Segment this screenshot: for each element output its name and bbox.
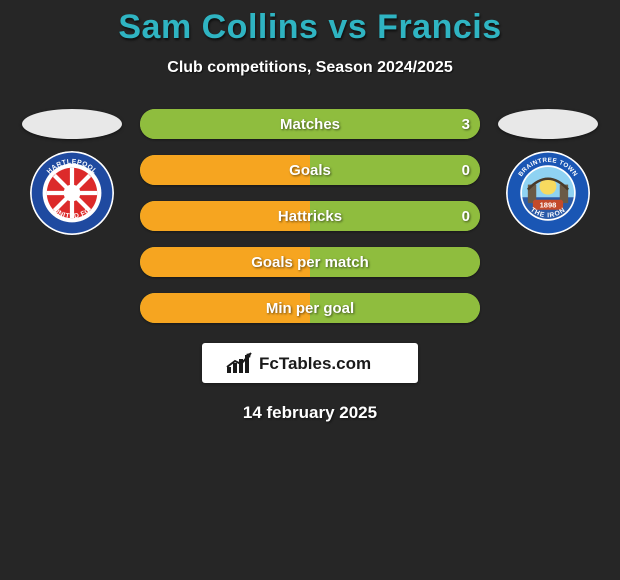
hartlepool-united-crest: HARTLEPOOL UNITED FC xyxy=(30,151,114,235)
stat-bar: Matches 3 xyxy=(140,109,480,139)
main-row: HARTLEPOOL UNITED FC Matches3Goals0Hattr… xyxy=(0,109,620,323)
bar-label: Hattricks xyxy=(278,208,342,225)
bar-label: Matches xyxy=(280,116,340,133)
bar-value-right: 0 xyxy=(462,162,470,179)
bar-label: Goals per match xyxy=(251,254,369,271)
right-player-ellipse xyxy=(498,109,598,139)
stat-bar: Min per goal xyxy=(140,293,480,323)
bar-fill-right xyxy=(310,155,480,185)
svg-text:1898: 1898 xyxy=(540,200,557,209)
braintree-town-crest: 1898 BRAINTREE TOWN THE IRON xyxy=(506,151,590,235)
date-text: 14 february 2025 xyxy=(0,403,620,423)
bar-label: Goals xyxy=(289,162,331,179)
fctables-logo-icon: FcTables.com xyxy=(225,349,395,377)
left-player-ellipse xyxy=(22,109,122,139)
stat-bar: Goals 0 xyxy=(140,155,480,185)
bar-value-right: 3 xyxy=(462,116,470,133)
right-player-col: 1898 BRAINTREE TOWN THE IRON xyxy=(498,109,598,235)
left-player-col: HARTLEPOOL UNITED FC xyxy=(22,109,122,235)
comparison-card: Sam Collins vs Francis Club competitions… xyxy=(0,0,620,580)
stat-bars: Matches 3 Goals 0 Hattricks 0 Goals per match M… xyxy=(140,109,480,323)
bar-label: Min per goal xyxy=(266,300,354,317)
bar-fill-left xyxy=(140,155,310,185)
footer-logo[interactable]: FcTables.com xyxy=(202,343,418,383)
stat-bar: Goals per match xyxy=(140,247,480,277)
bar-value-right: 0 xyxy=(462,208,470,225)
page-title: Sam Collins vs Francis xyxy=(0,0,620,47)
footer-logo-text: FcTables.com xyxy=(259,354,371,373)
stat-bar: Hattricks 0 xyxy=(140,201,480,231)
page-subtitle: Club competitions, Season 2024/2025 xyxy=(0,59,620,77)
